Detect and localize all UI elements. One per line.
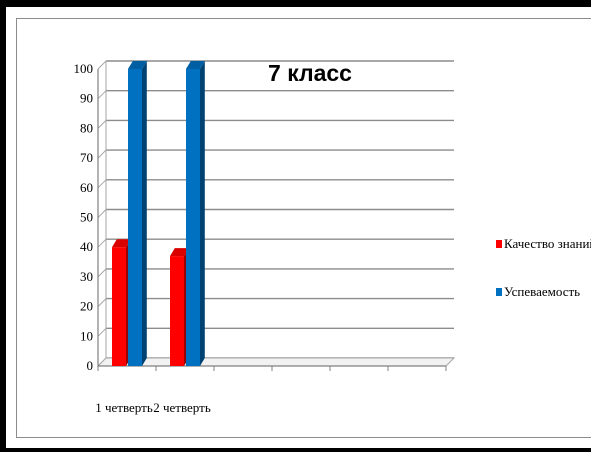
gridline-diagonal [97,90,107,100]
gridline-diagonal [97,268,107,278]
gridline-diagonal [97,298,107,307]
y-tick-label: 40 [80,239,93,254]
bar-top [186,61,205,69]
bar-front [128,69,142,366]
bar-1-1 [186,61,205,366]
bar-top [128,61,147,69]
gridline-diagonal [97,149,107,159]
bar-0-1 [128,61,147,366]
gridline-diagonal [97,179,107,189]
axes [96,61,456,371]
gridline-diagonal [97,120,107,129]
bar-0-0 [112,239,131,366]
legend-label: Успеваемость [504,284,580,299]
chart-floor [96,357,456,367]
y-tick-label: 60 [80,180,93,195]
bar-front [170,256,184,366]
chart-area-border [16,18,591,438]
bar-side [200,61,205,366]
category-label: 2 четверть [153,400,211,415]
bars [112,61,205,366]
y-tick-label: 20 [80,299,93,314]
y-tick-label: 90 [80,91,93,106]
y-tick-label: 80 [80,120,93,135]
y-tick-labels: 0 10 20 30 40 50 60 70 80 90 100 [74,61,94,373]
y-tick-label: 10 [80,328,93,343]
bar-front [112,247,126,366]
bar-top [170,248,189,257]
y-tick-label: 30 [80,269,93,284]
gridline-diagonal [97,238,107,248]
legend-label: Качество знаний [504,236,591,251]
bar-1-0 [170,248,189,366]
y-tick-label: 0 [87,358,94,373]
y-tick-label: 50 [80,210,93,225]
y-tick-label: 70 [80,150,93,165]
gridline-diagonal [97,209,107,218]
gridlines [97,60,454,367]
gridline-diagonal [97,327,107,337]
y-tick-label: 100 [74,61,94,76]
chart-title: 7 класс [268,60,352,86]
bar-top [112,239,131,248]
category-labels: 1 четверть 2 четверть [95,400,211,415]
gridline-diagonal [97,60,107,70]
legend-swatch [496,240,502,248]
bar-front [186,69,200,366]
legend: Качество знаний Успеваемость [496,236,591,299]
legend-swatch [496,288,502,296]
category-label: 1 четверть [95,400,153,415]
bar-side [142,61,147,366]
